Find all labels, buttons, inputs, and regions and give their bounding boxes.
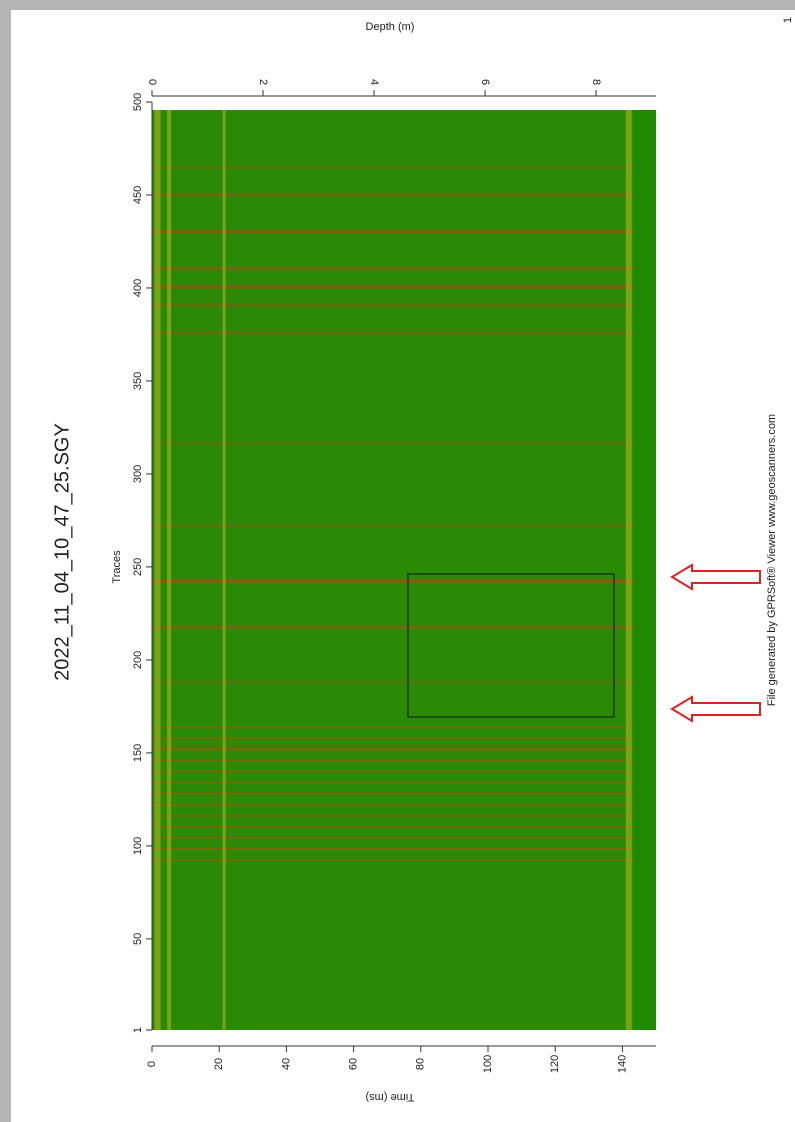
chart-title: 2022_11_04_10_47_25.SGY	[51, 423, 73, 681]
y-tick-label: 300	[132, 465, 144, 483]
reflection-column	[167, 110, 171, 1030]
x2-tick-label: 6	[479, 79, 491, 85]
y-tick-label: 50	[132, 933, 144, 945]
y-tick-label: 1	[132, 1027, 144, 1033]
radargram-background	[152, 110, 656, 1030]
arrow	[672, 565, 760, 589]
top-border	[0, 0, 795, 10]
y-tick-label: 100	[132, 837, 144, 855]
footer: File generated by GPRSoft® Viewer www.ge…	[766, 414, 778, 706]
y-tick-label: 500	[132, 93, 144, 111]
left-border	[0, 0, 11, 1122]
y-axis-label: Traces	[111, 550, 123, 584]
x2-axis-label: Depth (m)	[366, 21, 415, 33]
y-tick-label: 150	[132, 744, 144, 762]
x2-tick-label: 0	[146, 79, 158, 85]
x-axis-label: Time (ms)	[365, 1091, 414, 1103]
x-tick-label: 140	[616, 1055, 628, 1073]
page-number: 1	[782, 17, 794, 23]
y-tick-label: 450	[132, 186, 144, 204]
reflection-column	[223, 110, 226, 1030]
x-tick-label: 120	[549, 1055, 561, 1073]
x2-tick-label: 8	[590, 79, 602, 85]
arrow	[672, 697, 760, 721]
x-tick-label: 80	[415, 1058, 427, 1070]
y-tick-label: 400	[132, 279, 144, 297]
y-tick-label: 200	[132, 651, 144, 669]
y-tick-label: 350	[132, 372, 144, 390]
x-tick-label: 60	[348, 1058, 360, 1070]
x2-tick-label: 2	[257, 79, 269, 85]
x-tick-label: 0	[146, 1061, 158, 1067]
x2-tick-label: 4	[368, 79, 380, 85]
reflection-column	[155, 110, 161, 1030]
x-tick-label: 40	[280, 1058, 292, 1070]
reflection-column	[626, 110, 632, 1030]
radargram-edge	[634, 110, 656, 1030]
y-tick-label: 250	[132, 558, 144, 576]
radargram	[152, 110, 656, 1030]
x-tick-label: 100	[482, 1055, 494, 1073]
page: Depth (m) 1 2022_11_04_10_47_25.SGY Trac…	[0, 0, 795, 1122]
x-tick-label: 20	[213, 1058, 225, 1070]
